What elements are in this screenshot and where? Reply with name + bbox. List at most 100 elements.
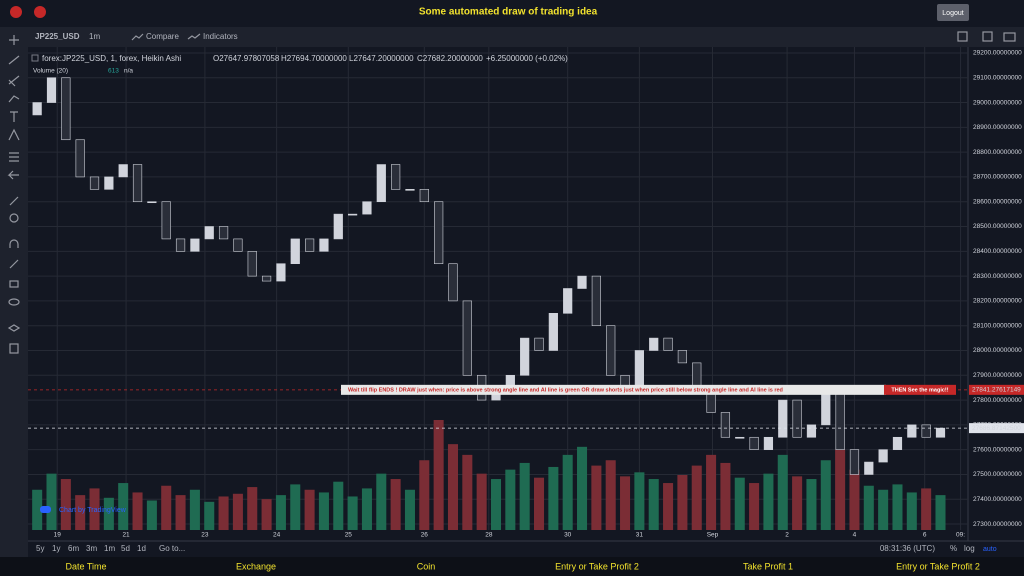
y-tick-label: 27400.00000000 [973,496,1022,503]
crosshair-tool[interactable] [9,35,19,45]
range-button[interactable]: 5y [36,544,44,553]
text-tool[interactable] [10,111,18,122]
volume-bar [304,489,315,530]
volume-bar [419,460,430,530]
magnet-tool[interactable] [9,239,19,248]
measure-tool[interactable] [9,196,19,206]
candle-body [806,424,817,438]
volume-bar [175,495,186,530]
candle-body [132,164,143,203]
indicators[interactable]: Indicators [203,32,238,41]
candle-body [61,77,71,141]
range-button[interactable]: 1y [52,544,60,553]
candle-body [75,139,85,178]
volume-bar [261,499,272,530]
fullscreen-icon[interactable] [982,31,993,42]
volume-bar [103,497,114,530]
volume-bar [161,485,172,530]
volume-bar [921,488,932,530]
volume-bar [835,449,846,530]
layers-tool[interactable] [7,324,21,332]
auto-toggle[interactable]: auto [983,546,997,553]
range-button[interactable]: 1d [137,544,146,553]
legend-toggle[interactable] [31,54,39,62]
x-tick-label: 31 [636,532,644,539]
volume-bar [447,444,459,530]
pattern-tool[interactable] [8,95,20,103]
legend-open: O27647.97807058 [213,54,280,63]
legend-change: +6.25000000 (+0.02%) [486,54,568,63]
volume-bar [648,479,659,530]
nav-item[interactable]: Entry or Take Profit 2 [555,561,639,571]
range-button[interactable]: 1m [104,544,115,553]
nav-item[interactable]: Date Time [65,561,106,571]
candle-body [534,337,544,351]
nav-item[interactable]: Exchange [236,561,276,571]
candle-body [548,312,558,351]
settings-icon[interactable] [957,31,968,42]
compare[interactable]: Compare [146,32,179,41]
legend-high: H27694.70000000 [281,54,347,63]
gann-tool[interactable] [9,152,19,162]
arrow-tool[interactable] [7,170,19,180]
symbol[interactable]: JP225_USD [35,32,80,41]
volume-bar [792,476,803,530]
line-tool[interactable] [8,55,20,65]
logout-button[interactable] [937,4,969,21]
candle-body [247,251,257,277]
volume-bar [591,465,602,530]
nav-item[interactable]: Coin [417,561,436,571]
fib-tool[interactable] [8,75,20,87]
log-toggle[interactable]: log [964,544,975,553]
y-tick-label: 27300.00000000 [973,521,1022,528]
tool-icons [7,35,21,354]
stay-draw-tool[interactable] [9,259,19,269]
lock-tool[interactable] [9,280,19,288]
x-tick-label: Sep [707,532,719,539]
candle-body [849,449,860,475]
candle-body [362,201,372,215]
interval[interactable]: 1m [89,32,100,41]
volume-bar [232,493,243,530]
y-tick-label: 28700.00000000 [973,174,1022,181]
nav-items: Date Time Exchange Coin Entry or Take Profi… [65,561,979,571]
hide-tool[interactable] [8,298,20,306]
range-button[interactable]: 5d [121,544,130,553]
xabcd-tool[interactable] [8,128,20,141]
candle-body [104,176,114,190]
trash-tool[interactable] [9,343,19,354]
clock: 08:31:36 (UTC) [880,544,935,553]
volume-bar [749,483,760,530]
logout-label[interactable]: Logout [942,10,963,17]
candle-body [218,226,229,240]
volume-bar [734,477,745,530]
range-button[interactable]: Go to... [159,544,185,553]
nav-item[interactable]: Entry or Take Profit 2 [896,561,980,571]
volume-bar [390,479,401,530]
volume-bar [878,489,889,530]
volume-bar [935,495,946,530]
y-tick-label: 28500.00000000 [973,223,1022,230]
x-tick-label: 19 [54,532,62,539]
candle-body [835,387,845,450]
volume-bar [433,420,444,530]
volume-bar [290,484,301,530]
candle-body [935,427,946,438]
range-button[interactable]: 6m [68,544,79,553]
candle-body [448,263,458,302]
x-tick-label: 28 [485,532,493,539]
x-tick-label: 24 [273,532,281,539]
candle-body [348,213,358,216]
candle-body [147,201,157,204]
nav-item[interactable]: Take Profit 1 [743,561,793,571]
candle-body [434,201,444,265]
indicators-icon [187,33,201,40]
snapshot-icon[interactable] [1003,32,1016,42]
bottom-nav [0,557,1024,576]
range-button[interactable]: 3m [86,544,97,553]
x-tick-label: 30 [564,532,572,539]
volume-bar [376,473,387,530]
zoom-tool[interactable] [9,213,19,223]
toolbar [0,27,1024,47]
percent-toggle[interactable]: % [950,544,957,553]
